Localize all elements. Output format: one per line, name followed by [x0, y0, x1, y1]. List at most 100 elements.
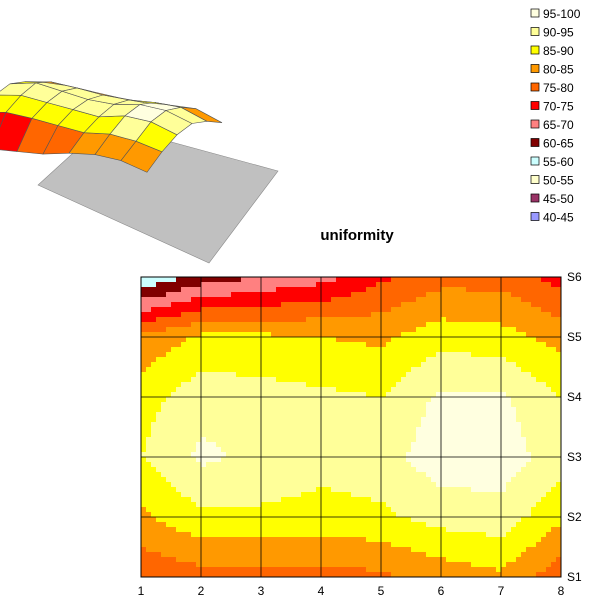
contour-cell: [181, 387, 187, 393]
contour-cell: [401, 512, 407, 518]
contour-cell: [351, 517, 357, 523]
contour-cell: [456, 542, 462, 548]
contour-cell: [151, 412, 157, 418]
contour-cell: [151, 567, 157, 573]
contour-cell: [156, 522, 162, 528]
contour-cell: [246, 377, 252, 383]
contour-cell: [216, 292, 222, 298]
contour-cell: [176, 317, 182, 323]
contour-cell: [161, 307, 167, 313]
contour-cell: [166, 467, 172, 473]
contour-cell: [471, 277, 477, 283]
contour-cell: [146, 307, 152, 313]
contour-cell: [506, 527, 512, 533]
contour-cell: [406, 377, 412, 383]
contour-cell: [346, 307, 352, 313]
contour-cell: [291, 417, 297, 423]
contour-cell: [306, 357, 312, 363]
contour-cell: [146, 327, 152, 333]
contour-cell: [281, 467, 287, 473]
contour-cell: [206, 437, 212, 443]
contour-cell: [346, 312, 352, 318]
contour-cell: [326, 432, 332, 438]
contour-cell: [171, 432, 177, 438]
contour-cell: [151, 392, 157, 398]
contour-cell: [311, 447, 317, 453]
contour-cell: [471, 352, 477, 358]
contour-cell: [391, 522, 397, 528]
contour-cell: [501, 512, 507, 518]
contour-cell: [391, 467, 397, 473]
contour-cell: [186, 427, 192, 433]
contour-cell: [426, 372, 432, 378]
contour-cell: [366, 352, 372, 358]
contour-cell: [236, 477, 242, 483]
contour-cell: [411, 327, 417, 333]
contour-cell: [201, 367, 207, 373]
contour-cell: [146, 412, 152, 418]
contour-cell: [411, 542, 417, 548]
contour-cell: [436, 487, 442, 493]
contour-cell: [426, 327, 432, 333]
contour-cell: [291, 507, 297, 513]
contour-cell: [156, 482, 162, 488]
contour-cell: [296, 552, 302, 558]
contour-cell: [186, 312, 192, 318]
contour-cell: [531, 492, 537, 498]
contour-cell: [491, 452, 497, 458]
contour-cell: [421, 332, 427, 338]
contour-cell: [251, 402, 257, 408]
contour-cell: [501, 282, 507, 288]
contour-cell: [391, 317, 397, 323]
contour-cell: [446, 487, 452, 493]
contour-cell: [261, 472, 267, 478]
contour-cell: [426, 302, 432, 308]
contour-cell: [481, 427, 487, 433]
contour-cell: [261, 417, 267, 423]
contour-cell: [521, 547, 527, 553]
contour-cell: [291, 352, 297, 358]
contour-cell: [431, 487, 437, 493]
contour-cell: [471, 337, 477, 343]
contour-cell: [501, 397, 507, 403]
contour-cell: [256, 507, 262, 513]
contour-cell: [191, 442, 197, 448]
contour-cell: [496, 412, 502, 418]
contour-cell: [511, 457, 517, 463]
contour-cell: [296, 347, 302, 353]
contour-cell: [331, 477, 337, 483]
contour-cell: [386, 462, 392, 468]
contour-cell: [276, 482, 282, 488]
contour-cell: [521, 277, 527, 283]
contour-cell: [471, 527, 477, 533]
contour-cell: [266, 507, 272, 513]
contour-cell: [291, 317, 297, 323]
contour-cell: [226, 282, 232, 288]
contour-cell: [156, 502, 162, 508]
contour-cell: [241, 447, 247, 453]
contour-cell: [326, 487, 332, 493]
contour-cell: [476, 417, 482, 423]
contour-cell: [526, 377, 532, 383]
contour-cell: [551, 302, 557, 308]
contour-cell: [466, 522, 472, 528]
contour-cell: [371, 307, 377, 313]
contour-cell: [356, 552, 362, 558]
contour-cell: [211, 432, 217, 438]
contour-cell: [336, 512, 342, 518]
contour-cell: [316, 377, 322, 383]
contour-cell: [186, 492, 192, 498]
contour-cell: [231, 342, 237, 348]
contour-cell: [346, 392, 352, 398]
contour-cell: [246, 507, 252, 513]
contour-cell: [271, 482, 277, 488]
contour-cell: [426, 382, 432, 388]
contour-cell: [201, 407, 207, 413]
contour-cell: [496, 552, 502, 558]
contour-cell: [211, 467, 217, 473]
contour-cell: [256, 477, 262, 483]
contour-cell: [226, 427, 232, 433]
contour-cell: [466, 497, 472, 503]
contour-cell: [351, 477, 357, 483]
